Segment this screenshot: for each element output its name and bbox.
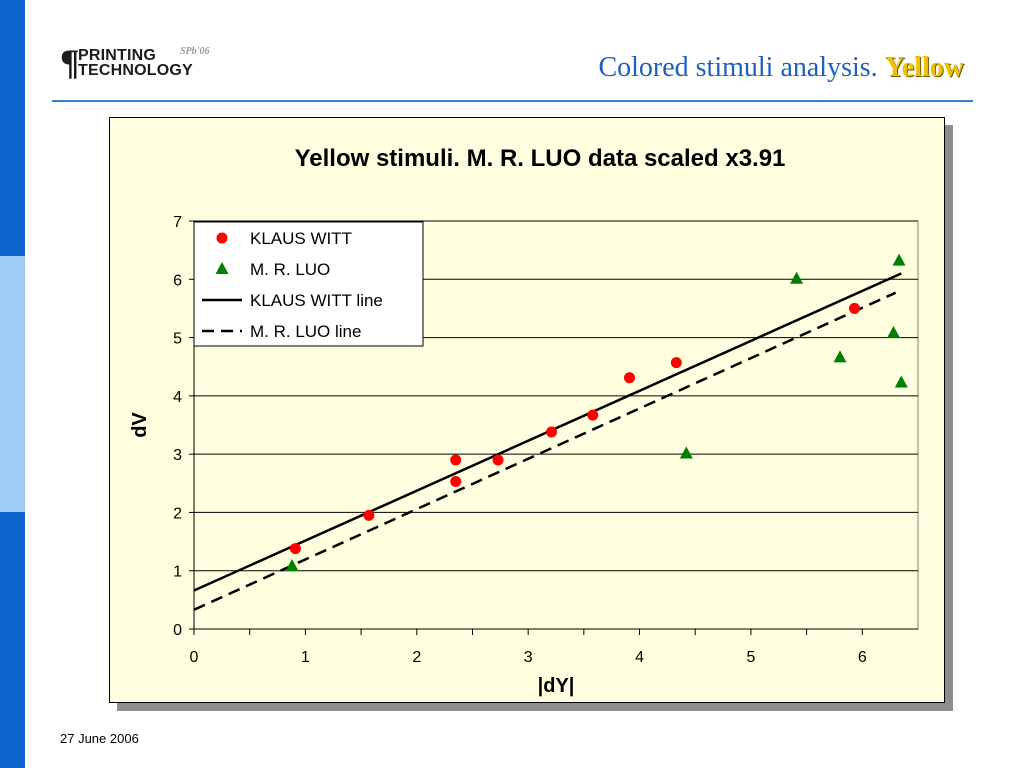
point-0-3: [450, 454, 462, 466]
x-tick-label-3: 3: [524, 649, 533, 666]
scatter-chart: Yellow stimuli. M. R. LUO data scaled x3…: [129, 145, 919, 697]
logo-line-1: PRINTING: [78, 47, 157, 64]
y-tick-label-6: 6: [173, 272, 182, 289]
chart-legend: KLAUS WITT M. R. LUO KLAUS WITT line M. R. …: [193, 221, 424, 347]
legend-label-1: M. R. LUO: [250, 260, 330, 279]
point-0-6: [587, 409, 599, 421]
y-tick-label-3: 3: [173, 447, 182, 464]
point-1-5: [892, 253, 906, 266]
point-0-2: [450, 476, 462, 488]
slide-title-main: Colored stimuli analysis.: [598, 52, 878, 83]
point-0-0: [289, 543, 301, 555]
point-1-6: [894, 375, 908, 388]
point-1-3: [833, 350, 847, 363]
chart-container: Yellow stimuli. M. R. LUO data scaled x3…: [109, 117, 945, 703]
x-tick-label-5: 5: [746, 649, 755, 666]
legend-symbol-1: [215, 262, 229, 274]
point-1-1: [679, 446, 693, 459]
legend-label-0: KLAUS WITT: [250, 229, 352, 248]
legend-symbol-0: [216, 232, 228, 244]
point-1-2: [790, 271, 804, 284]
x-tick-label-0: 0: [190, 649, 199, 666]
series-line-3: [193, 291, 897, 611]
y-tick-label-0: 0: [173, 622, 182, 639]
point-0-9: [849, 302, 861, 314]
x-tick-label-4: 4: [635, 649, 644, 666]
y-tick-labels: 0 1 2 3 4 5 6 7: [173, 214, 182, 639]
chart-title: Yellow stimuli. M. R. LUO data scaled x3…: [295, 145, 786, 172]
point-0-7: [624, 372, 636, 384]
left-accent-bar-light-segment: [0, 256, 25, 512]
logo-line-2: TECHNOLOGY: [78, 62, 193, 79]
point-0-4: [492, 454, 504, 466]
point-0-8: [670, 357, 682, 369]
y-tick-label-7: 7: [173, 214, 182, 231]
title-divider: [52, 100, 973, 102]
data-markers: [285, 253, 908, 572]
legend-box: [193, 221, 424, 347]
point-1-0: [285, 559, 299, 572]
pilcrow-logo-icon: ¶: [60, 42, 80, 82]
left-accent-bar: [0, 0, 25, 768]
point-0-1: [363, 509, 375, 521]
legend-label-2: KLAUS WITT line: [250, 291, 383, 310]
y-axis-label: dV: [129, 412, 151, 438]
x-axis-label: |dY|: [538, 675, 575, 697]
y-tick-label-5: 5: [173, 331, 182, 348]
slide-title: Colored stimuli analysis. Yellow: [598, 52, 964, 84]
x-tick-label-6: 6: [858, 649, 867, 666]
legend-label-3: M. R. LUO line: [250, 322, 361, 341]
point-0-5: [546, 426, 558, 438]
x-tick-label-2: 2: [412, 649, 421, 666]
slide-title-highlight: Yellow: [884, 52, 964, 83]
logo-tag: SPb'06: [180, 46, 210, 57]
y-tick-label-1: 1: [173, 564, 182, 581]
point-1-4: [886, 325, 900, 338]
y-tick-label-2: 2: [173, 505, 182, 522]
y-tick-label-4: 4: [173, 389, 182, 406]
x-tick-labels: 0 1 2 3 4 5 6: [190, 649, 867, 666]
footer-date: 27 June 2006: [60, 731, 139, 746]
x-tick-label-1: 1: [301, 649, 310, 666]
printing-technology-logo: ¶ PRINTING TECHNOLOGY SPb'06: [60, 42, 230, 82]
